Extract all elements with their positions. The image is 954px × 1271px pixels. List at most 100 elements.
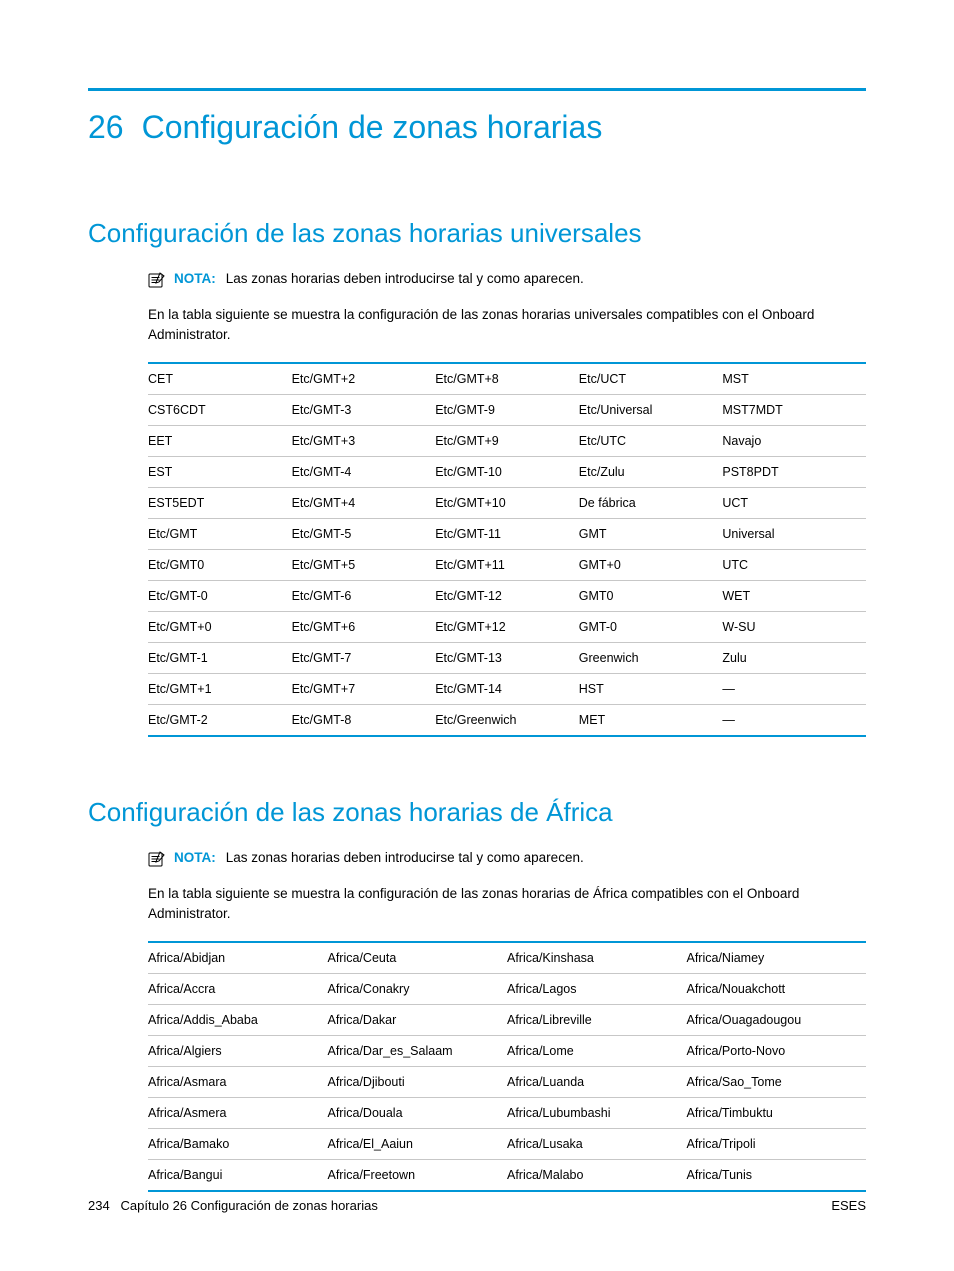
table-row: Africa/AbidjanAfrica/CeutaAfrica/Kinshas…	[148, 943, 866, 974]
section2-content: NOTA:Las zonas horarias deben introducir…	[148, 850, 866, 1192]
table-cell: Africa/Lubumbashi	[507, 1098, 687, 1129]
table-cell: Africa/Bamako	[148, 1129, 328, 1160]
table-cell: Africa/Luanda	[507, 1067, 687, 1098]
page-number: 234	[88, 1198, 110, 1213]
table-row: Africa/AccraAfrica/ConakryAfrica/LagosAf…	[148, 974, 866, 1005]
table-cell: MST7MDT	[722, 395, 866, 426]
table-cell: Etc/GMT+1	[148, 674, 292, 705]
note-icon	[148, 851, 166, 870]
table-cell: HST	[579, 674, 723, 705]
table-cell: Etc/GMT-4	[292, 457, 436, 488]
table-cell: Africa/Lagos	[507, 974, 687, 1005]
table-row: Africa/AsmaraAfrica/DjiboutiAfrica/Luand…	[148, 1067, 866, 1098]
table-row: EETEtc/GMT+3Etc/GMT+9Etc/UTCNavajo	[148, 426, 866, 457]
table-cell: Etc/GMT+0	[148, 612, 292, 643]
table-cell: Etc/GMT+2	[292, 364, 436, 395]
note-icon	[148, 272, 166, 291]
table-cell: Africa/Abidjan	[148, 943, 328, 974]
section2-table: Africa/AbidjanAfrica/CeutaAfrica/Kinshas…	[148, 941, 866, 1192]
table-cell: Greenwich	[579, 643, 723, 674]
table-cell: GMT0	[579, 581, 723, 612]
table-cell: Africa/Ceuta	[328, 943, 508, 974]
table-cell: Etc/GMT-14	[435, 674, 579, 705]
table-row: Etc/GMT+1Etc/GMT+7Etc/GMT-14HST—	[148, 674, 866, 705]
table-cell: Africa/El_Aaiun	[328, 1129, 508, 1160]
section1-note: NOTA: Las zonas horarias deben introducir…	[148, 271, 866, 291]
table-cell: Universal	[722, 519, 866, 550]
note-label: NOTA:	[174, 271, 216, 286]
table-cell: UCT	[722, 488, 866, 519]
table-cell: EET	[148, 426, 292, 457]
table-cell: Africa/Malabo	[507, 1160, 687, 1192]
table-cell: Africa/Ouagadougou	[687, 1005, 867, 1036]
table-cell: Etc/GMT-0	[148, 581, 292, 612]
table-cell: Africa/Addis_Ababa	[148, 1005, 328, 1036]
table-cell: Etc/GMT-9	[435, 395, 579, 426]
table-cell: GMT+0	[579, 550, 723, 581]
section1-content: NOTA: Las zonas horarias deben introducir…	[148, 271, 866, 737]
table-row: Etc/GMT0Etc/GMT+5Etc/GMT+11GMT+0UTC	[148, 550, 866, 581]
table-cell: Africa/Conakry	[328, 974, 508, 1005]
table-cell: Africa/Asmara	[148, 1067, 328, 1098]
table-cell: CST6CDT	[148, 395, 292, 426]
table-cell: Africa/Kinshasa	[507, 943, 687, 974]
table-cell: Africa/Douala	[328, 1098, 508, 1129]
section2-note: NOTA:Las zonas horarias deben introducir…	[148, 850, 866, 870]
table-cell: MET	[579, 705, 723, 737]
table-cell: Etc/GMT-10	[435, 457, 579, 488]
table-cell: UTC	[722, 550, 866, 581]
table-cell: Etc/GMT+9	[435, 426, 579, 457]
table-cell: Etc/Universal	[579, 395, 723, 426]
table-row: Africa/AlgiersAfrica/Dar_es_SalaamAfrica…	[148, 1036, 866, 1067]
table-cell: Etc/GMT-7	[292, 643, 436, 674]
table-cell: Etc/GMT+10	[435, 488, 579, 519]
table-row: Etc/GMT+0Etc/GMT+6Etc/GMT+12GMT-0W-SU	[148, 612, 866, 643]
table-cell: EST	[148, 457, 292, 488]
table-cell: GMT-0	[579, 612, 723, 643]
table-row: CETEtc/GMT+2Etc/GMT+8Etc/UCTMST	[148, 364, 866, 395]
table-cell: Africa/Freetown	[328, 1160, 508, 1192]
table-cell: Etc/GMT+8	[435, 364, 579, 395]
table-cell: —	[722, 705, 866, 737]
table-cell: Africa/Sao_Tome	[687, 1067, 867, 1098]
table-cell: Etc/UTC	[579, 426, 723, 457]
table-cell: Etc/GMT+5	[292, 550, 436, 581]
table-row: Africa/BamakoAfrica/El_AaiunAfrica/Lusak…	[148, 1129, 866, 1160]
chapter-title-text: Configuración de zonas horarias	[142, 109, 603, 145]
chapter-rule	[88, 88, 866, 91]
table-cell: Etc/GMT+12	[435, 612, 579, 643]
footer-right: ESES	[831, 1198, 866, 1213]
table-cell: Africa/Djibouti	[328, 1067, 508, 1098]
table-cell: Etc/GMT+7	[292, 674, 436, 705]
footer-left-text: Capítulo 26 Configuración de zonas horar…	[121, 1198, 378, 1213]
table-cell: Africa/Timbuktu	[687, 1098, 867, 1129]
table-cell: Etc/GMT-11	[435, 519, 579, 550]
table-cell: Africa/Tripoli	[687, 1129, 867, 1160]
table-cell: Africa/Tunis	[687, 1160, 867, 1192]
note-text-wrap: NOTA: Las zonas horarias deben introducir…	[174, 271, 584, 286]
table-cell: Etc/GMT-6	[292, 581, 436, 612]
note-text: Las zonas horarias deben introducirse ta…	[226, 271, 584, 286]
table-cell: —	[722, 674, 866, 705]
section1-table: CETEtc/GMT+2Etc/GMT+8Etc/UCTMSTCST6CDTEt…	[148, 362, 866, 737]
table-cell: Africa/Porto-Novo	[687, 1036, 867, 1067]
chapter-number: 26	[88, 109, 124, 145]
table-cell: Etc/UCT	[579, 364, 723, 395]
section2-title: Configuración de las zonas horarias de Á…	[88, 797, 866, 828]
table-cell: Etc/GMT-8	[292, 705, 436, 737]
table-cell: Africa/Nouakchott	[687, 974, 867, 1005]
table-cell: Etc/GMT-12	[435, 581, 579, 612]
table-cell: EST5EDT	[148, 488, 292, 519]
table-cell: MST	[722, 364, 866, 395]
table-cell: CET	[148, 364, 292, 395]
table-cell: Africa/Bangui	[148, 1160, 328, 1192]
table-row: CST6CDTEtc/GMT-3Etc/GMT-9Etc/UniversalMS…	[148, 395, 866, 426]
table-cell: Etc/GMT-1	[148, 643, 292, 674]
table-cell: Etc/GMT-13	[435, 643, 579, 674]
table-cell: Etc/GMT-2	[148, 705, 292, 737]
table-cell: GMT	[579, 519, 723, 550]
note-label: NOTA:	[174, 850, 216, 865]
table-row: Etc/GMT-0Etc/GMT-6Etc/GMT-12GMT0WET	[148, 581, 866, 612]
table-cell: Africa/Libreville	[507, 1005, 687, 1036]
table-cell: Etc/GMT+3	[292, 426, 436, 457]
